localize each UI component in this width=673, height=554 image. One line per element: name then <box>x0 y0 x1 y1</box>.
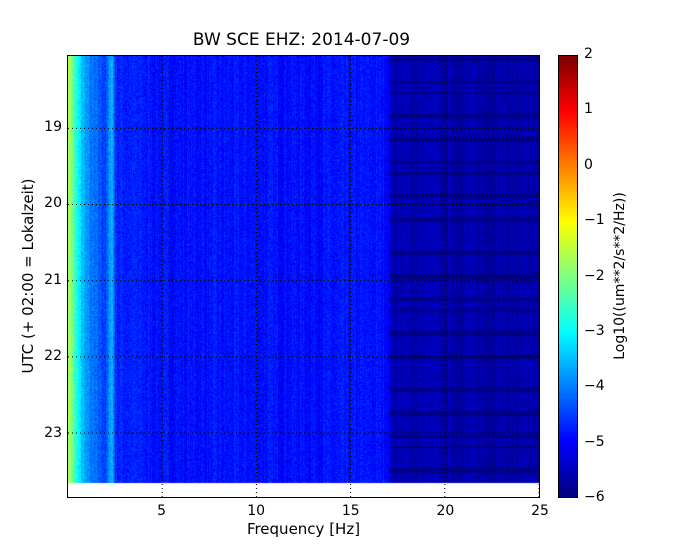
chart-title-text: BW SCE EHZ: 2014-07-09 <box>192 30 411 50</box>
y-tick-label: 19 <box>44 118 62 135</box>
x-tick-label: 20 <box>436 503 455 519</box>
y-tick-label: 22 <box>44 348 62 365</box>
colorbar-tick-label: 1 <box>584 101 593 118</box>
colorbar-label: Log10((um**2/s**2/Hz)) <box>612 192 628 360</box>
colorbar-tick-label: 2 <box>584 46 593 62</box>
colorbar-tick-label: −5 <box>584 433 605 450</box>
colorbar <box>558 55 578 498</box>
colorbar-tick-label: −4 <box>584 378 605 395</box>
y-tick-label: 23 <box>44 424 62 441</box>
x-tick-label: 25 <box>531 503 549 519</box>
x-tick-label: 5 <box>157 503 167 519</box>
colorbar-tick-label: −2 <box>584 267 605 284</box>
plot-area <box>67 55 540 498</box>
x-tick-label: 10 <box>247 503 266 519</box>
x-axis-label: Frequency [Hz] <box>246 520 361 538</box>
x-tick-label: 15 <box>341 503 360 519</box>
grid-overlay <box>68 56 539 497</box>
y-tick-label: 21 <box>44 271 62 288</box>
colorbar-tick-label: −6 <box>584 489 605 505</box>
chart-title: BW SCE EHZ: 2014-07-09 <box>0 30 673 50</box>
colorbar-tick-label: −1 <box>584 212 605 229</box>
spectrogram-image <box>68 56 539 497</box>
y-tick-label: 20 <box>44 195 62 212</box>
colorbar-tick-label: 0 <box>584 156 593 173</box>
colorbar-tick-label: −3 <box>584 322 605 339</box>
y-axis-label: UTC (+ 02:00 = Lokalzeit) <box>19 178 37 374</box>
